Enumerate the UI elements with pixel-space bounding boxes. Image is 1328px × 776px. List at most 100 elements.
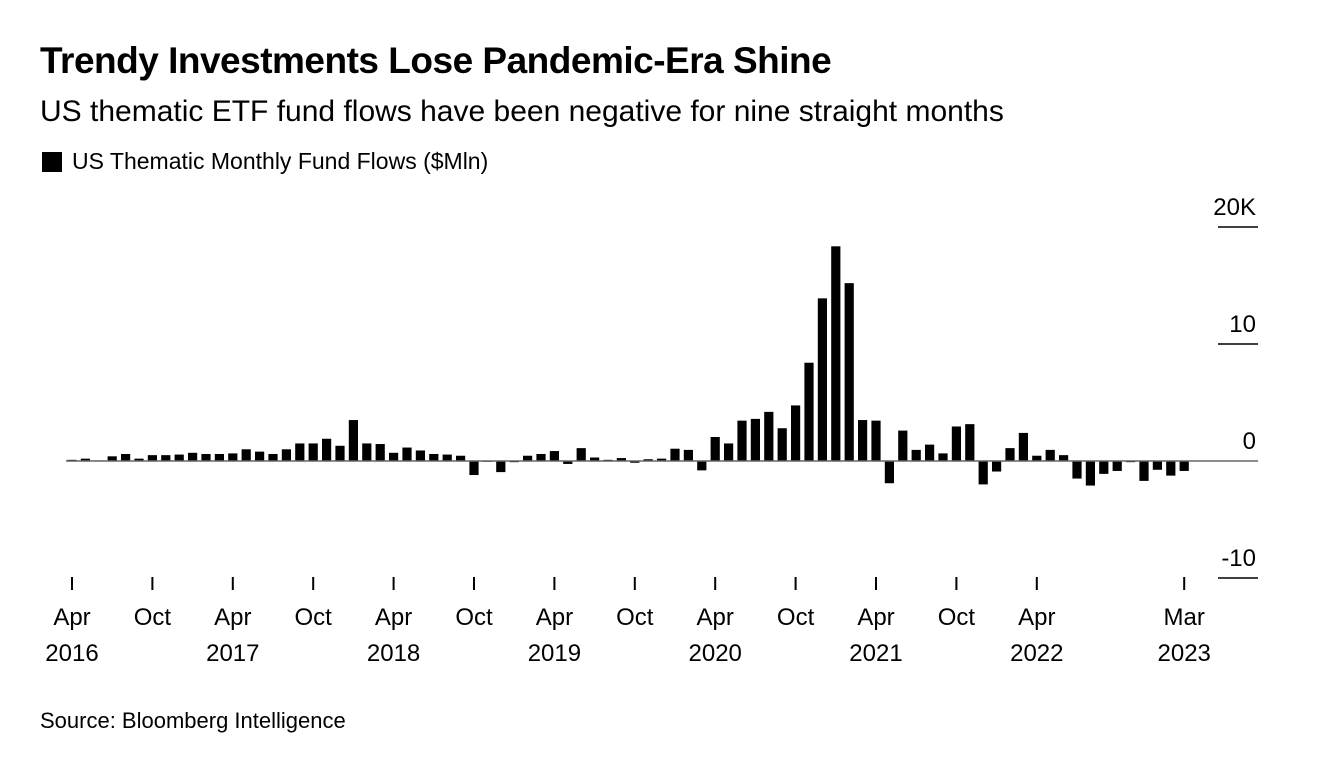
bar <box>469 461 479 476</box>
bar <box>858 420 868 461</box>
bar <box>348 420 358 461</box>
bar <box>1099 461 1109 474</box>
bar <box>925 444 935 461</box>
x-tick-label: Apr <box>214 604 251 631</box>
x-tick-label: Apr <box>53 604 90 631</box>
bar <box>750 418 760 461</box>
bar <box>576 448 586 461</box>
bar <box>281 449 291 461</box>
bar <box>992 461 1002 472</box>
bar <box>147 455 157 461</box>
bar <box>415 450 425 461</box>
legend-label: US Thematic Monthly Fund Flows ($Mln) <box>72 148 489 174</box>
x-tick-label: Apr <box>1018 604 1055 631</box>
bar <box>442 454 452 461</box>
x-tick-year-label: 2020 <box>689 640 742 667</box>
bar <box>1032 455 1042 461</box>
bar <box>1059 455 1069 461</box>
bar <box>951 426 961 461</box>
bar <box>255 451 265 461</box>
bar <box>228 453 238 461</box>
bar <box>1072 461 1082 479</box>
x-tick-year-label: 2017 <box>206 640 259 667</box>
y-tick-label: -10 <box>1221 545 1256 572</box>
x-tick-label: Oct <box>295 604 333 631</box>
bar <box>456 455 466 461</box>
bar <box>616 458 626 461</box>
bar <box>241 449 251 461</box>
bar <box>670 448 680 461</box>
bar <box>1112 461 1122 471</box>
x-tick-label: Oct <box>777 604 815 631</box>
bar <box>188 452 198 461</box>
bar <box>1045 449 1055 461</box>
bar <box>1166 461 1176 476</box>
bar <box>308 443 318 461</box>
y-tick-label: 0 <box>1243 428 1256 455</box>
bar <box>710 437 720 461</box>
bar <box>268 453 278 461</box>
bar <box>214 453 224 461</box>
legend: US Thematic Monthly Fund Flows ($Mln) <box>42 148 488 175</box>
bar <box>884 461 894 484</box>
bar <box>804 362 814 461</box>
bar <box>791 405 801 461</box>
bar <box>134 458 144 461</box>
bar <box>898 430 908 461</box>
bar <box>978 461 988 485</box>
bar <box>630 461 640 463</box>
bar <box>322 438 332 461</box>
bar <box>429 453 439 461</box>
bar <box>777 428 787 461</box>
chart-subtitle: US thematic ETF fund flows have been neg… <box>40 95 1004 128</box>
x-tick-year-label: 2021 <box>849 640 902 667</box>
x-tick-label: Oct <box>455 604 493 631</box>
x-tick-year-label: 2022 <box>1010 640 1063 667</box>
bar <box>683 449 693 461</box>
x-tick-year-label: 2023 <box>1158 640 1211 667</box>
bar <box>496 461 506 473</box>
bar <box>697 461 707 471</box>
y-tick-label: 10 <box>1229 311 1256 338</box>
x-tick-label: Oct <box>134 604 172 631</box>
bar <box>817 298 827 461</box>
bar <box>523 455 533 461</box>
x-tick-year-label: 2016 <box>45 640 98 667</box>
bar <box>871 420 881 461</box>
bar <box>1139 461 1149 481</box>
bar <box>80 458 90 461</box>
bar <box>295 443 305 461</box>
bar <box>1005 448 1015 461</box>
x-tick-label: Apr <box>857 604 894 631</box>
bar <box>107 456 117 461</box>
bar <box>402 447 412 461</box>
bar <box>563 461 573 464</box>
bar <box>724 443 734 461</box>
x-tick-label: Apr <box>536 604 573 631</box>
source-note: Source: Bloomberg Intelligence <box>40 708 346 733</box>
x-tick-year-label: 2019 <box>528 640 581 667</box>
bar <box>911 449 921 461</box>
bar <box>375 444 385 461</box>
chart-title: Trendy Investments Lose Pandemic-Era Shi… <box>40 40 832 81</box>
bar <box>938 453 948 461</box>
x-tick-label: Apr <box>697 604 734 631</box>
bar <box>201 453 211 461</box>
bar <box>737 420 747 461</box>
x-tick-label: Oct <box>938 604 976 631</box>
bar <box>1018 432 1028 461</box>
legend-swatch <box>42 151 62 172</box>
y-tick-label: 20K <box>1213 194 1256 221</box>
x-tick-label: Apr <box>375 604 412 631</box>
bar <box>657 458 667 461</box>
bar <box>590 457 600 461</box>
bar <box>161 455 171 461</box>
bar <box>1179 461 1189 471</box>
bar <box>121 453 131 461</box>
x-tick-label: Mar <box>1164 604 1205 631</box>
bar <box>844 283 854 461</box>
bar <box>831 246 841 461</box>
bar <box>643 459 653 461</box>
bar <box>389 452 399 461</box>
